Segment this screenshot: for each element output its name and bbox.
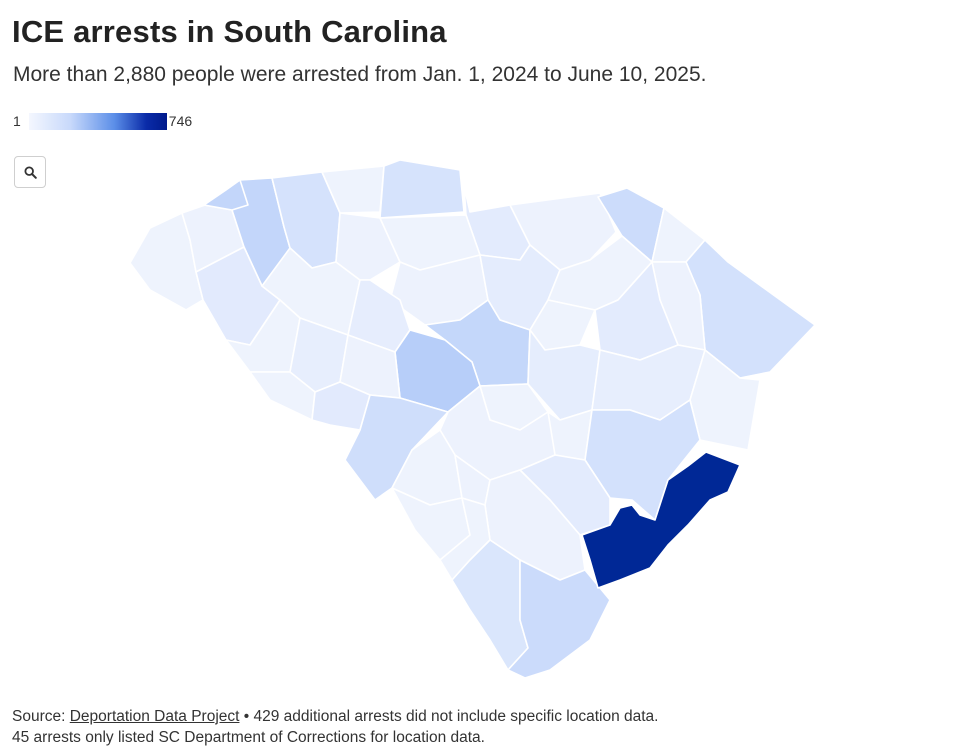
county-map [129, 159, 816, 679]
source-line-2: 45 arrests only listed SC Department of … [12, 729, 485, 746]
county-york[interactable] [379, 159, 465, 219]
search-icon [24, 166, 37, 179]
source-link[interactable]: Deportation Data Project [69, 708, 240, 725]
map-title: ICE arrests in South Carolina [12, 14, 447, 49]
zoom-button[interactable] [14, 156, 46, 188]
source-line-1: Source: Deportation Data Project • 429 a… [12, 706, 658, 727]
source-prefix: Source: [12, 708, 70, 725]
legend-max-label: 746 [168, 113, 193, 129]
legend-gradient-bar [28, 112, 167, 130]
source-note: Source: Deportation Data Project • 429 a… [12, 706, 658, 748]
color-legend: 1 746 [13, 111, 192, 131]
legend-min-label: 1 [13, 113, 21, 129]
county-charleston[interactable] [581, 451, 741, 589]
county-beaufort[interactable] [507, 559, 611, 679]
county-greenville-north[interactable] [203, 179, 249, 211]
source-rest: • 429 additional arrests did not include… [239, 708, 659, 725]
map-subtitle: More than 2,880 people were arrested fro… [13, 63, 707, 86]
